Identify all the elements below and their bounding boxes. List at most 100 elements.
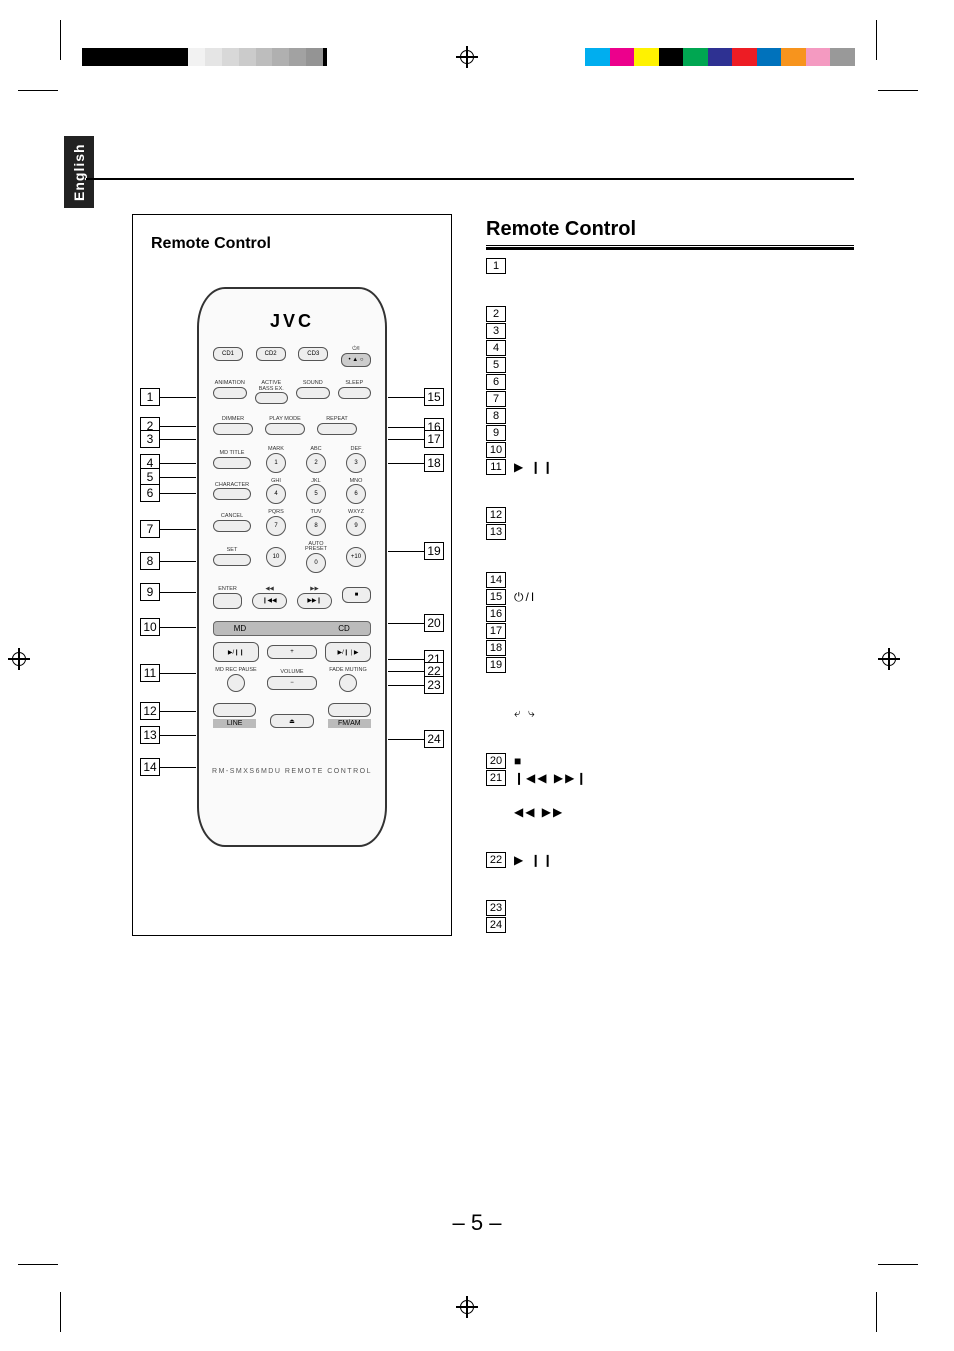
cd-play-button: ▶/❙❘▶ xyxy=(325,642,371,662)
fmam-button xyxy=(328,703,371,717)
registration-target-right xyxy=(878,648,900,670)
callout-right-20: 20 xyxy=(424,614,444,632)
callout-line xyxy=(160,767,196,768)
sleep-button xyxy=(338,387,372,399)
key-5: 5 xyxy=(306,484,326,504)
enter-button xyxy=(213,593,242,609)
line-button xyxy=(213,703,256,717)
list-row: 21❙◀◀ ▶▶❙ xyxy=(486,770,854,786)
callout-line xyxy=(388,439,424,440)
callout-line xyxy=(160,426,196,427)
list-row: 24 xyxy=(486,917,854,933)
key-9-label: WXYZ xyxy=(341,510,371,516)
fmam-label: FM/AM xyxy=(328,719,371,728)
crop-mark xyxy=(18,90,58,91)
key-7-label: PQRS xyxy=(261,510,291,516)
cancel-button xyxy=(213,520,251,532)
callout-left-13: 13 xyxy=(140,726,160,744)
cd2-button: CD2 xyxy=(256,347,286,361)
set-button xyxy=(213,554,251,566)
bass-label: ACTIVE BASS EX. xyxy=(255,381,289,392)
enter-label: ENTER xyxy=(213,587,242,593)
registration-target-left xyxy=(8,648,30,670)
character-button xyxy=(213,488,251,500)
registration-grayscale xyxy=(188,48,323,66)
callout-left-8: 8 xyxy=(140,552,160,570)
remote-illustration: JVC CD1 CD2 CD3 ⏻/I • ▲ ○ ANIMATION ACTI… xyxy=(197,287,387,847)
list-row: ⤶ ⤷ xyxy=(486,705,854,721)
list-row xyxy=(486,674,854,704)
list-number-13: 13 xyxy=(486,524,506,540)
mdtitle-button xyxy=(213,457,251,469)
list-number-10: 10 xyxy=(486,442,506,458)
callout-line xyxy=(388,463,424,464)
cancel-label: CANCEL xyxy=(213,514,251,520)
list-row xyxy=(486,787,854,803)
callout-left-3: 3 xyxy=(140,430,160,448)
remote-model-label: RM-SMXS6MDU REMOTE CONTROL xyxy=(199,768,385,775)
list-row xyxy=(486,476,854,506)
callout-left-1: 1 xyxy=(140,388,160,406)
list-number-2: 2 xyxy=(486,306,506,322)
power-icon: ⏻/I xyxy=(341,347,371,353)
callout-line xyxy=(388,659,424,660)
list-row: 17 xyxy=(486,623,854,639)
right-column-heading: Remote Control xyxy=(486,218,636,241)
list-row xyxy=(486,722,854,752)
list-row: 23 xyxy=(486,900,854,916)
sleep-label: SLEEP xyxy=(338,381,372,387)
playmode-button xyxy=(265,423,305,435)
brand-logo: JVC xyxy=(199,289,385,332)
list-row: 16 xyxy=(486,606,854,622)
list-row: 15⏻/I xyxy=(486,589,854,605)
key-0: 0 xyxy=(306,553,326,573)
list-row: ◀◀ ▶▶ xyxy=(486,804,854,820)
list-number-17: 17 xyxy=(486,623,506,639)
fade-label: FADE MUTING xyxy=(325,668,371,674)
list-number-16: 16 xyxy=(486,606,506,622)
list-row: 1 xyxy=(486,258,854,274)
list-number-20: 20 xyxy=(486,753,506,769)
key-2: 2 xyxy=(306,453,326,473)
callout-line xyxy=(160,627,196,628)
list-symbols: ❙◀◀ ▶▶❙ xyxy=(514,771,588,785)
crop-mark xyxy=(60,20,61,60)
mdrec-button xyxy=(227,674,245,692)
callout-line xyxy=(160,529,196,530)
list-row: 20■ xyxy=(486,753,854,769)
line-label: LINE xyxy=(213,719,256,728)
callout-right-15: 15 xyxy=(424,388,444,406)
ff-label: ▶▶ xyxy=(297,587,332,593)
crop-mark xyxy=(878,90,918,91)
key-4: 4 xyxy=(266,484,286,504)
key-5-label: JKL xyxy=(301,479,331,485)
list-row: 6 xyxy=(486,374,854,390)
dimmer-label: DIMMER xyxy=(213,417,253,423)
callout-line xyxy=(160,463,196,464)
crop-mark xyxy=(876,20,877,60)
list-number-3: 3 xyxy=(486,323,506,339)
key-4-label: GHI xyxy=(261,479,291,485)
callout-left-11: 11 xyxy=(140,664,160,682)
list-row: 3 xyxy=(486,323,854,339)
key-plus10: +10 xyxy=(346,547,366,567)
callout-line xyxy=(388,623,424,624)
key-6-label: MNO xyxy=(341,479,371,485)
list-number-18: 18 xyxy=(486,640,506,656)
set-label: SET xyxy=(213,548,251,554)
list-number-8: 8 xyxy=(486,408,506,424)
list-row: 19 xyxy=(486,657,854,673)
callout-line xyxy=(160,439,196,440)
callout-right-18: 18 xyxy=(424,454,444,472)
volume-down-button: − xyxy=(267,676,317,690)
list-number-5: 5 xyxy=(486,357,506,373)
list-row: 11▶ ❙❙ xyxy=(486,459,854,475)
callout-left-9: 9 xyxy=(140,583,160,601)
repeat-button xyxy=(317,423,357,435)
key-9: 9 xyxy=(346,516,366,536)
callout-line xyxy=(160,397,196,398)
language-tab: English xyxy=(64,136,94,208)
list-row: 9 xyxy=(486,425,854,441)
md-play-button: ▶/❙❙ xyxy=(213,642,259,662)
key-1: 1 xyxy=(266,453,286,473)
